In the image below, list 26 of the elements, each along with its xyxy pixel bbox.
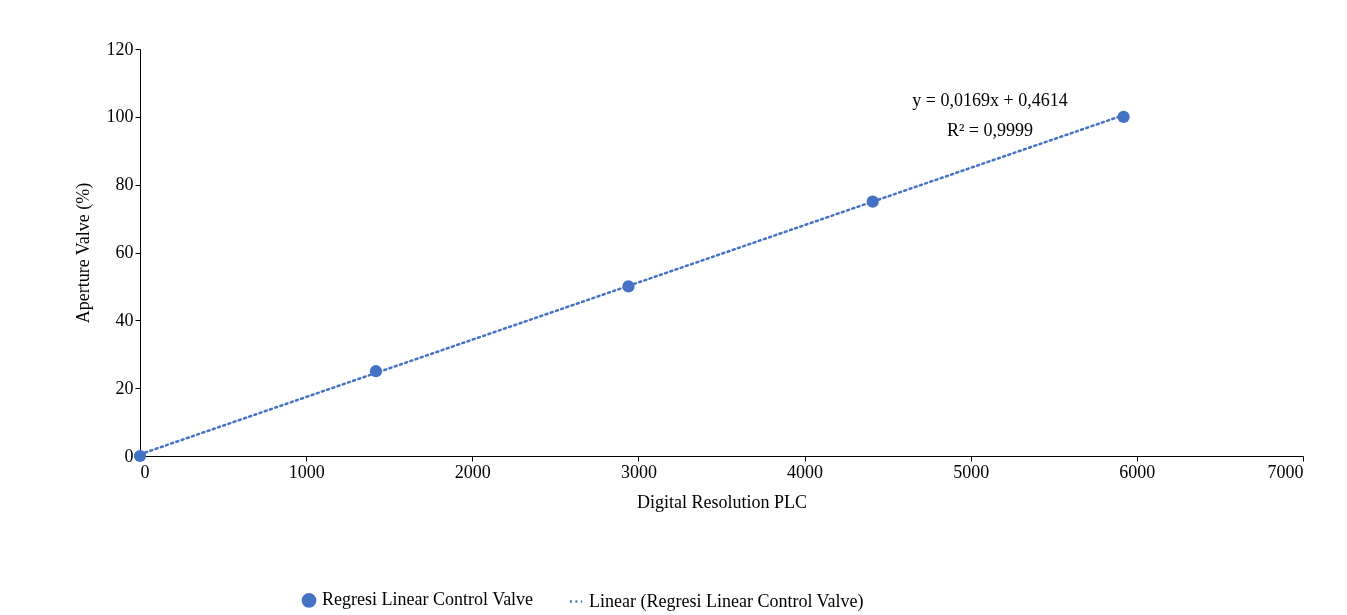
x-tick-label: 1000 [288, 461, 325, 482]
x-tick-label: 0 [140, 461, 150, 482]
point [866, 195, 879, 208]
point [133, 449, 147, 463]
y-tick-label: 20 [115, 377, 134, 398]
x-tick-label: 4000 [787, 461, 824, 482]
y-tick-label: 60 [115, 242, 134, 262]
y-axis-title: Aperture Valve (%) [72, 182, 94, 324]
x-tick-label: 7000 [1267, 461, 1304, 482]
x-tick-label: 6000 [1119, 461, 1156, 482]
y-tick-label: 80 [115, 174, 134, 195]
point [1117, 110, 1130, 123]
legend-label: Linear (Regresi Linear Control Valve) [589, 590, 864, 612]
point [369, 365, 383, 378]
annotation: y = 0,0169x + 0,4614 [912, 90, 1068, 110]
y-tick-label: 120 [106, 38, 134, 59]
x-tick-label: 3000 [620, 461, 657, 482]
x-tick-label: 5000 [953, 461, 990, 482]
y-tick-label: 40 [115, 309, 134, 330]
point [622, 280, 635, 293]
y-tick-label: 0 [124, 445, 134, 466]
y-tick-label: 100 [106, 106, 134, 127]
annotation: R² = 0,9999 [946, 120, 1034, 140]
x-axis-title: Digital Resolution PLC [636, 491, 808, 512]
legend-label: Regresi Linear Control Valve [322, 589, 534, 610]
x-tick-label: 2000 [454, 461, 491, 482]
